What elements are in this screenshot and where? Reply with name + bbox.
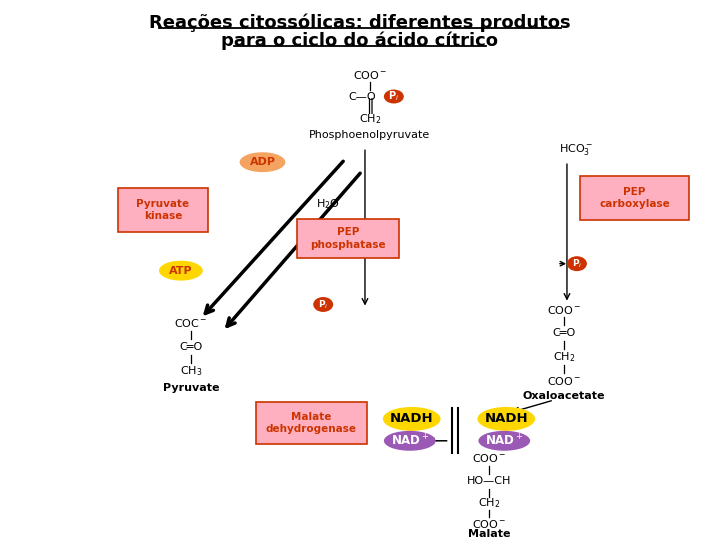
Text: P$_i$: P$_i$ (318, 298, 328, 310)
Text: Phosphoenolpyruvate: Phosphoenolpyruvate (310, 130, 431, 140)
Text: COO$^-$: COO$^-$ (546, 305, 581, 316)
FancyBboxPatch shape (580, 176, 689, 220)
Text: NAD$^+$: NAD$^+$ (390, 433, 429, 448)
Text: HO—CH: HO—CH (467, 476, 511, 485)
FancyBboxPatch shape (297, 219, 399, 258)
Text: P$_i$: P$_i$ (572, 258, 582, 270)
Text: H$_2$O: H$_2$O (316, 197, 340, 211)
Text: HCO$_3^-$: HCO$_3^-$ (559, 142, 593, 157)
Text: COO$^-$: COO$^-$ (472, 451, 507, 464)
Ellipse shape (567, 256, 587, 271)
Text: C═O: C═O (179, 342, 202, 352)
Ellipse shape (313, 297, 333, 312)
Text: PEP
carboxylase: PEP carboxylase (599, 187, 670, 209)
Text: CH$_2$: CH$_2$ (478, 497, 500, 510)
Text: ADP: ADP (250, 157, 276, 167)
Text: Pyruvate: Pyruvate (163, 383, 219, 393)
Ellipse shape (240, 152, 285, 172)
Text: NADH: NADH (390, 413, 433, 426)
Text: PEP
phosphatase: PEP phosphatase (310, 227, 386, 249)
Text: Pyruvate
kinase: Pyruvate kinase (136, 199, 189, 221)
Text: para o ciclo do ácido cítrico: para o ciclo do ácido cítrico (222, 32, 498, 50)
Text: C═O: C═O (552, 328, 575, 339)
Text: COO$^-$: COO$^-$ (472, 518, 507, 530)
Text: P$_i$: P$_i$ (388, 90, 400, 104)
Text: CH$_3$: CH$_3$ (179, 364, 202, 378)
FancyBboxPatch shape (118, 188, 208, 232)
Ellipse shape (383, 407, 441, 431)
Text: ATP: ATP (169, 266, 193, 275)
Text: COC$^-$: COC$^-$ (174, 318, 207, 329)
Text: C—O: C—O (348, 91, 376, 102)
Ellipse shape (384, 90, 404, 104)
Text: COO$^-$: COO$^-$ (546, 375, 581, 387)
Text: NAD$^+$: NAD$^+$ (485, 433, 523, 448)
Text: Malate: Malate (468, 529, 510, 539)
Text: Oxaloacetate: Oxaloacetate (523, 391, 606, 401)
Text: CH$_2$: CH$_2$ (553, 350, 575, 364)
Text: ‖: ‖ (366, 98, 374, 114)
Text: NADH: NADH (485, 413, 528, 426)
Text: Reações citossólicas: diferentes produtos: Reações citossólicas: diferentes produto… (149, 14, 571, 32)
Text: COO$^-$: COO$^-$ (353, 69, 387, 80)
FancyBboxPatch shape (256, 402, 367, 444)
Text: Malate
dehydrogenase: Malate dehydrogenase (266, 411, 356, 434)
Ellipse shape (159, 261, 203, 281)
Text: CH$_2$: CH$_2$ (359, 112, 381, 126)
Ellipse shape (477, 407, 535, 431)
Ellipse shape (478, 431, 530, 451)
Ellipse shape (384, 431, 436, 451)
